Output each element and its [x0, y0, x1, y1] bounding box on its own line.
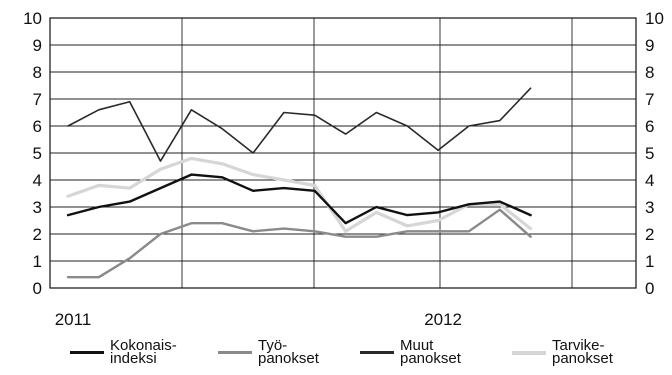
- legend-swatch: [70, 351, 104, 354]
- series-line-3: [66, 156, 533, 233]
- legend-swatch: [218, 351, 252, 354]
- series-lines: [66, 87, 533, 279]
- legend-swatch: [360, 351, 394, 354]
- y-tick-label-right: 1: [645, 252, 654, 271]
- y-axis-right: 0 1 2 3 4 5 6 7 8 9 10: [645, 9, 664, 298]
- y-tick-label-left: 10: [23, 9, 42, 28]
- y-tick-label-left: 7: [33, 90, 42, 109]
- grid-lines: [50, 18, 636, 288]
- y-tick-label-right: 2: [645, 225, 654, 244]
- y-axis-left: 0 1 2 3 4 5 6 7 8 9 10: [23, 9, 42, 298]
- y-tick-label-right: 7: [645, 90, 654, 109]
- y-tick-label-left: 0: [33, 279, 42, 298]
- series-line-0: [66, 173, 532, 225]
- legend-item-tyopanokset: Työ- panokset: [218, 337, 319, 367]
- y-tick-label-left: 4: [33, 171, 42, 190]
- y-tick-label-right: 10: [645, 9, 664, 28]
- y-tick-label-right: 6: [645, 117, 654, 136]
- series-line-2: [67, 87, 532, 162]
- x-axis: 2011 2012: [55, 310, 462, 329]
- y-tick-label-left: 3: [33, 198, 42, 217]
- line-chart: 0 1 2 3 4 5 6 7 8 9 10 0 1 2 3 4 5 6 7 8 9 10 2011 2012: [23, 9, 664, 329]
- y-tick-label-right: 3: [645, 198, 654, 217]
- legend-label: Työ- panokset: [258, 337, 319, 367]
- legend-swatch: [512, 351, 546, 355]
- legend-item-kokonaisindeksi: Kokonais- indeksi: [70, 337, 177, 367]
- y-tick-label-left: 8: [33, 63, 42, 82]
- legend: Kokonais- indeksi Työ- panokset Muut pan…: [0, 337, 672, 375]
- y-tick-label-right: 0: [645, 279, 654, 298]
- legend-label: Tarvike- panokset: [552, 337, 613, 367]
- legend-label: Muut panokset: [400, 337, 461, 367]
- legend-item-muut-panokset: Muut panokset: [360, 337, 461, 367]
- plot-frame: [49, 17, 637, 289]
- y-tick-label-right: 5: [645, 144, 654, 163]
- y-tick-label-left: 5: [33, 144, 42, 163]
- y-tick-label-left: 6: [33, 117, 42, 136]
- series-line-1: [66, 208, 532, 279]
- legend-label: Kokonais- indeksi: [110, 337, 177, 367]
- y-tick-label-right: 4: [645, 171, 654, 190]
- x-tick-label: 2012: [424, 310, 462, 329]
- y-tick-label-left: 1: [33, 252, 42, 271]
- y-tick-label-right: 9: [645, 36, 654, 55]
- y-tick-label-right: 8: [645, 63, 654, 82]
- y-tick-label-left: 9: [33, 36, 42, 55]
- y-tick-label-left: 2: [33, 225, 42, 244]
- x-tick-label: 2011: [55, 310, 92, 329]
- legend-item-tarvikepanokset: Tarvike- panokset: [512, 337, 613, 367]
